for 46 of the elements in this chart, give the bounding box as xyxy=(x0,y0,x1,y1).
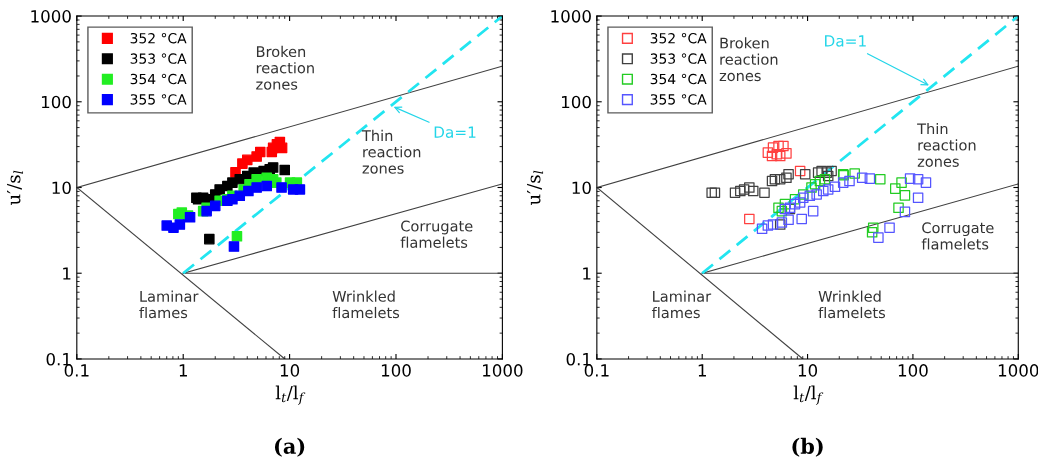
annotation: Broken reaction zones xyxy=(719,37,778,82)
y-axis-title: u′/s$_{l}$ xyxy=(7,170,24,205)
x-tick-label: 1 xyxy=(179,364,187,377)
legend-label: 352 °CA xyxy=(130,32,187,44)
x-axis-title: l$_{t}$/l$_{f}$ xyxy=(793,385,824,405)
y-tick-label: 10 xyxy=(52,181,71,195)
annotation: Corrugate flamelets xyxy=(921,222,994,250)
y-tick-label: 10 xyxy=(572,181,591,195)
annotation: Thin reaction zones xyxy=(361,129,421,174)
x-tick-label: 100 xyxy=(898,364,928,377)
y-tick-label: 1000 xyxy=(551,10,591,23)
legend-label: 352 °CA xyxy=(650,32,707,44)
x-tick-label: 1000 xyxy=(998,364,1038,377)
legend-label: 353 °CA xyxy=(650,53,707,64)
y-tick-label: 0.1 xyxy=(46,352,71,366)
annotation: Da=1 xyxy=(825,35,866,47)
legend-label: 354 °CA xyxy=(130,73,187,85)
y-tick-label: 1 xyxy=(583,267,591,280)
y-tick-label: 100 xyxy=(41,95,71,109)
annotation: Laminar flames xyxy=(139,290,199,319)
x-tick-label: 100 xyxy=(381,364,411,377)
y-tick-label: 1 xyxy=(63,267,71,280)
legend-label: 355 °CA xyxy=(650,94,707,105)
annotation: Wrinkled flamelets xyxy=(818,290,886,319)
annotation: Laminar flames xyxy=(651,290,712,319)
x-tick-label: 1000 xyxy=(483,364,523,377)
annotation: Thin reaction zones xyxy=(917,122,976,167)
annotation: Wrinkled flamelets xyxy=(332,290,400,319)
x-tick-label: 0.1 xyxy=(584,364,609,377)
y-tick-label: 100 xyxy=(562,95,591,109)
legend-label: 354 °CA xyxy=(650,73,707,85)
x-tick-label: 0.1 xyxy=(64,364,89,377)
x-tick-label: 1 xyxy=(698,364,706,377)
x-tick-label: 10 xyxy=(798,364,818,377)
y-axis-title: u′/s$_{l}$ xyxy=(527,170,544,205)
text: (a) xyxy=(274,437,305,457)
text: (b) xyxy=(792,437,823,457)
y-tick-label: 0.1 xyxy=(566,352,591,366)
legend-label: 353 °CA xyxy=(130,53,187,64)
legend-label: 355 °CA xyxy=(130,94,187,105)
x-tick-label: 10 xyxy=(280,364,300,377)
annotation: Broken reaction zones xyxy=(256,45,314,90)
y-tick-label: 1000 xyxy=(31,10,71,23)
annotation: Da=1 xyxy=(434,126,476,138)
x-axis-title: l$_{t}$/l$_{f}$ xyxy=(275,385,306,405)
annotation: Corrugate flamelets xyxy=(400,220,473,248)
